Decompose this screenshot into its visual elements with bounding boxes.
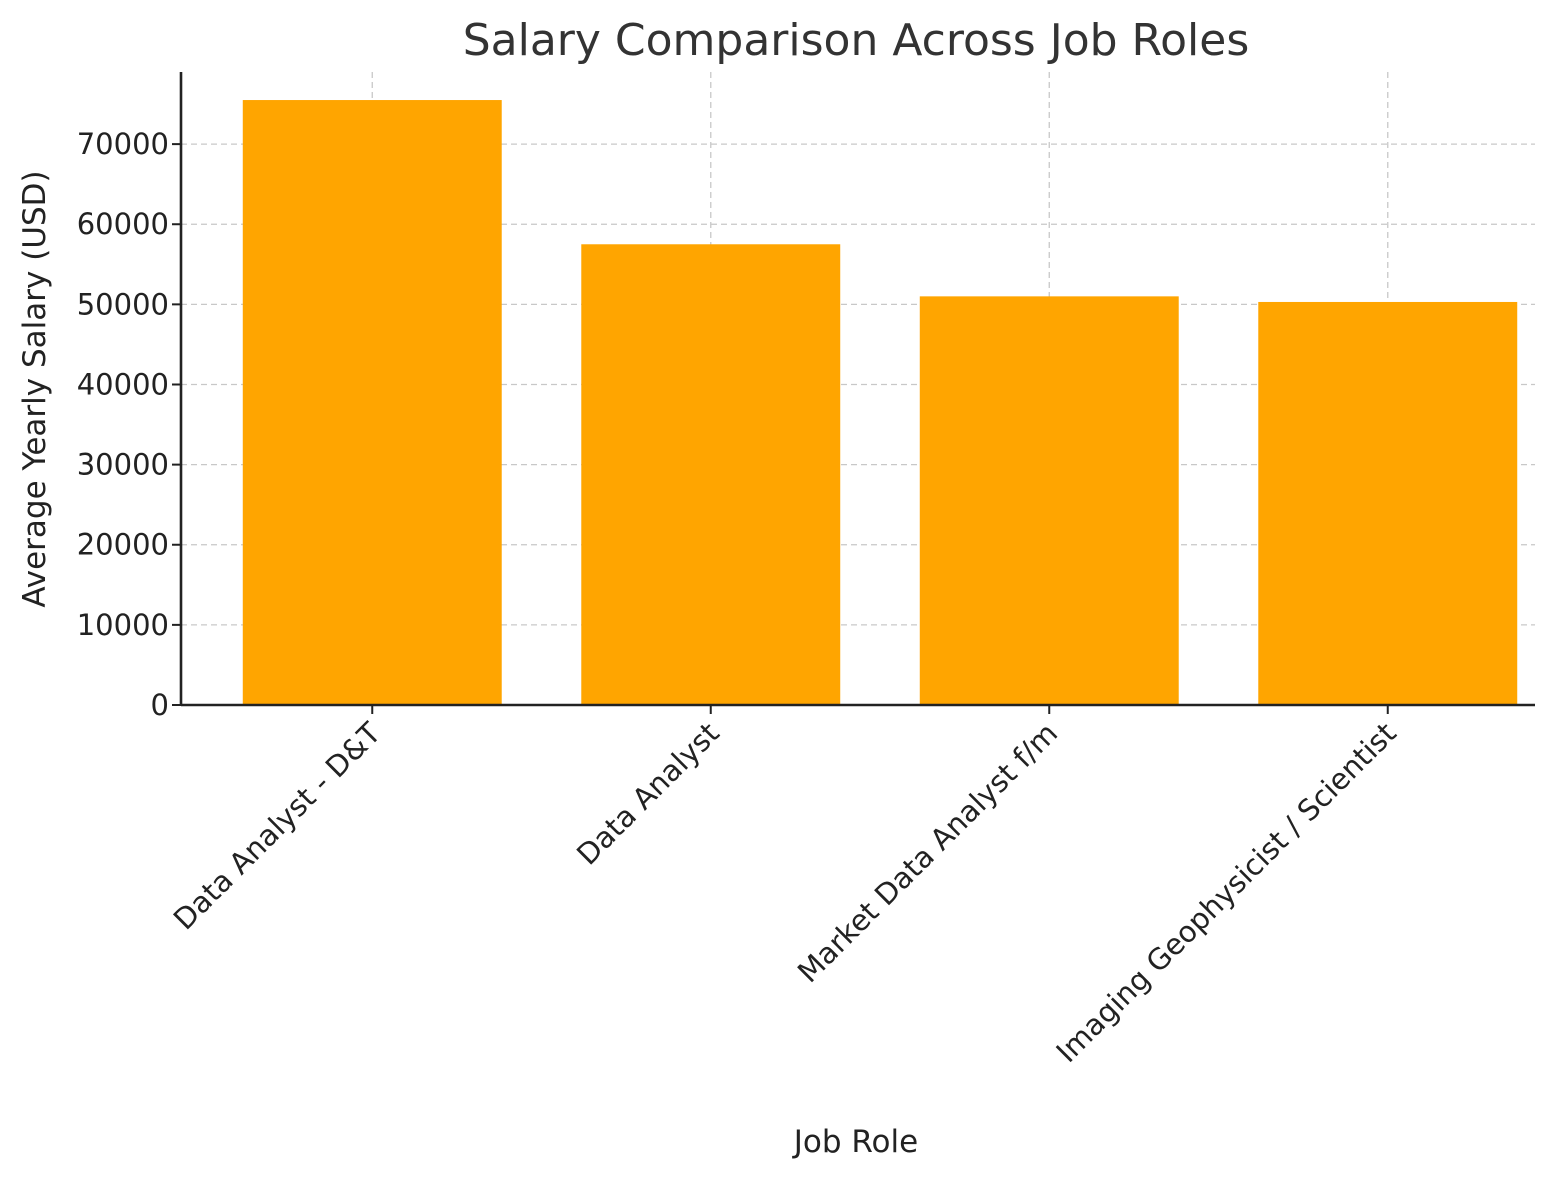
x-axis-label: Job Role — [792, 1124, 918, 1160]
axes-layer — [179, 72, 1535, 707]
x-tick-label: Market Data Analyst f/m — [791, 716, 1064, 989]
y-tick-label: 40000 — [77, 367, 169, 401]
y-tick-label: 0 — [151, 688, 169, 722]
x-tick-label: Imaging Geophysicist / Scientist — [1050, 716, 1403, 1069]
y-tick-label: 10000 — [77, 608, 169, 642]
x-tick-label: Data Analyst — [570, 716, 726, 872]
y-axis-label: Average Yearly Salary (USD) — [17, 170, 53, 607]
bars-layer — [242, 100, 1518, 705]
y-tick-label: 70000 — [77, 127, 169, 161]
bar — [581, 244, 841, 705]
x-tick-label: Data Analyst - D&T — [167, 716, 388, 937]
y-tick-label: 50000 — [77, 287, 169, 321]
bar — [242, 100, 502, 705]
bar — [919, 296, 1179, 705]
chart-title: Salary Comparison Across Job Roles — [463, 15, 1250, 66]
y-tick-label: 60000 — [77, 207, 169, 241]
y-tick-label: 30000 — [77, 448, 169, 482]
y-tick-label: 20000 — [77, 528, 169, 562]
bar — [1258, 301, 1518, 705]
